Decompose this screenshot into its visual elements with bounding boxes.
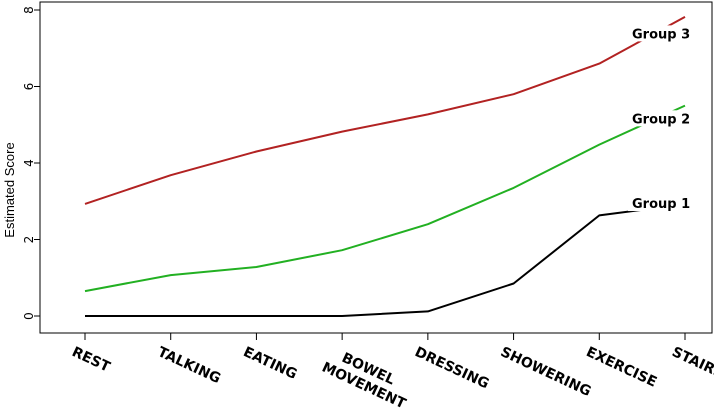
axes: 0 2 4 6 8	[22, 1, 713, 340]
y-tick-label: 8	[22, 6, 36, 14]
x-category-text: EATING	[241, 344, 300, 383]
y-axis-label: Estimated Score	[2, 142, 17, 237]
x-category-label: TALKING	[155, 344, 223, 387]
x-category-text: EXERCISE	[584, 344, 659, 391]
x-category-label: DRESSING	[412, 344, 491, 392]
x-category-text: REST	[69, 344, 112, 376]
x-category-text: SHOWERING	[498, 344, 593, 400]
x-category-text: TALKING	[155, 344, 223, 387]
x-category-label: EATING	[241, 344, 300, 383]
y-tick-label: 6	[22, 83, 36, 91]
series-label-1: Group 1	[632, 197, 690, 212]
y-tick-label: 0	[22, 312, 36, 320]
series-labels: Group 1 Group 2 Group 3	[628, 25, 690, 212]
series-line-3	[84, 16, 686, 205]
y-tick-label: 2	[22, 236, 36, 244]
x-category-text: STAIRS	[669, 344, 714, 382]
x-category-text: DRESSING	[412, 344, 491, 392]
x-category-label: SHOWERING	[498, 344, 593, 400]
series-label-bg	[628, 195, 686, 212]
y-tick-label: 4	[22, 159, 36, 167]
series-label-3: Group 3	[632, 27, 690, 42]
series-label-bg	[628, 25, 686, 42]
x-category-label: STAIRS	[669, 344, 714, 382]
series-line-1	[85, 203, 686, 317]
series-label-bg	[628, 110, 686, 127]
plot-frame	[39, 1, 713, 334]
x-category-label: REST	[69, 344, 112, 376]
series-line-2	[84, 104, 686, 293]
series-lines	[84, 16, 686, 317]
series-label-2: Group 2	[632, 112, 690, 127]
x-category-label: EXERCISE	[584, 344, 659, 391]
